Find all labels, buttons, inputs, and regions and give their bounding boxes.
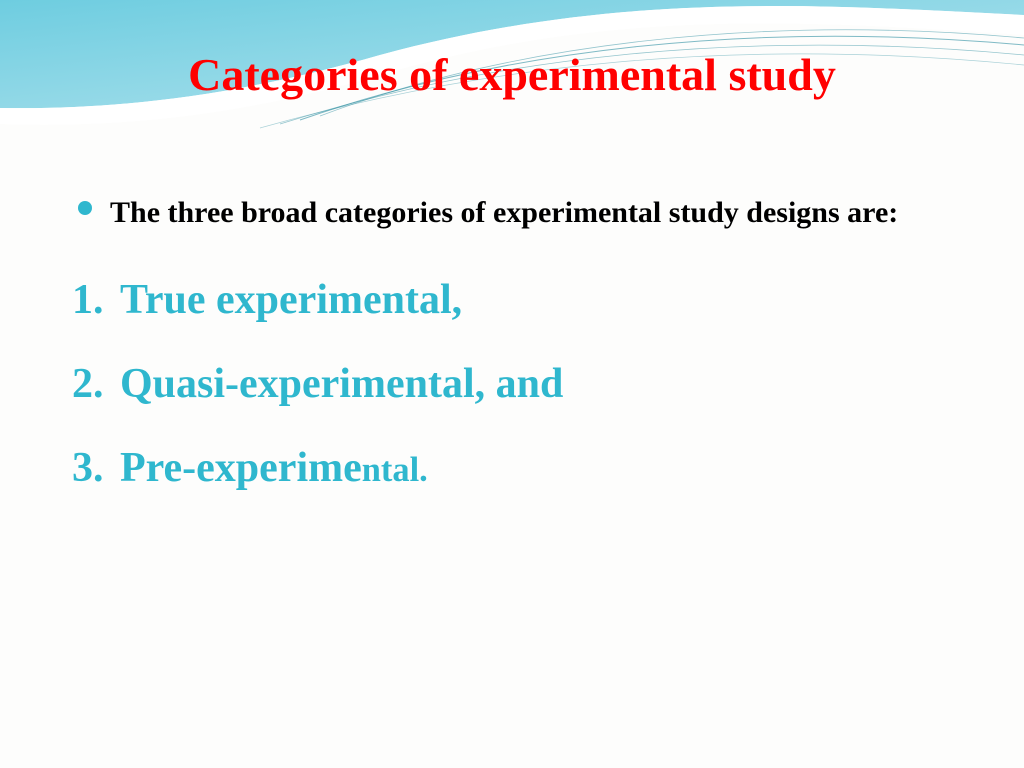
intro-text: The three broad categories of experiment… (110, 191, 898, 235)
bullet-dot-icon (78, 201, 92, 215)
slide-title: Categories of experimental study (72, 48, 952, 101)
list-item: 1. True experimental, (72, 275, 952, 325)
item-text: Quasi-experimental, and (120, 359, 563, 409)
list-item: 2. Quasi-experimental, and (72, 359, 952, 409)
list-item: 3. Pre-experimental. (72, 443, 952, 493)
item-number: 2. (72, 359, 120, 409)
item-number: 3. (72, 443, 120, 493)
slide-content: Categories of experimental study The thr… (0, 0, 1024, 494)
item-text: Pre-experimental. (120, 443, 428, 493)
intro-line: The three broad categories of experiment… (72, 191, 952, 235)
item-text: True experimental, (120, 275, 462, 325)
item-number: 1. (72, 275, 120, 325)
numbered-list: 1. True experimental, 2. Quasi-experimen… (72, 275, 952, 494)
